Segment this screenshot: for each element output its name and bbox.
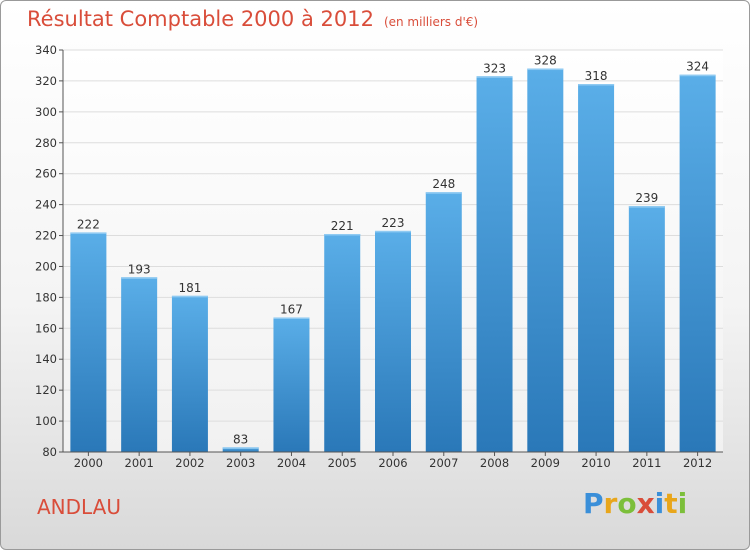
bar-2009 (527, 68, 564, 453)
y-tick-label: 140 (35, 352, 57, 366)
y-tick-label: 340 (35, 43, 57, 57)
bar-2003 (222, 447, 259, 452)
title-unit: (en milliers d'€) (383, 15, 479, 29)
x-tick-label: 2004 (277, 456, 306, 470)
logo-letter: i (677, 487, 688, 520)
x-tick-label: 2002 (175, 456, 204, 470)
logo-letter: i (654, 487, 665, 520)
data-label: 181 (178, 281, 201, 295)
bar-2008 (476, 76, 513, 453)
data-label: 239 (635, 191, 658, 205)
y-tick-label: 320 (35, 74, 57, 88)
data-label: 193 (128, 262, 151, 276)
data-label: 222 (77, 217, 100, 231)
bar-highlight (273, 317, 310, 319)
logo-letter: o (617, 487, 637, 520)
x-tick-label: 2008 (480, 456, 509, 470)
chart-title: Résultat Comptable 2000 à 2012 (en millie… (27, 7, 478, 31)
data-label: 318 (585, 69, 608, 83)
x-tick-label: 2003 (226, 456, 255, 470)
bar-highlight (679, 74, 716, 77)
y-tick-label: 220 (35, 229, 57, 243)
bar-highlight (121, 277, 158, 279)
proxiti-logo: Proxiti (583, 487, 687, 520)
x-tick-label: 2012 (683, 456, 712, 470)
y-tick-label: 160 (35, 321, 57, 335)
data-label: 323 (483, 61, 506, 75)
bar-2002 (171, 295, 208, 452)
bar-2011 (628, 206, 665, 452)
bar-2005 (324, 233, 361, 452)
bar-highlight (628, 206, 665, 208)
x-tick-label: 2001 (125, 456, 154, 470)
bar-2012 (679, 74, 716, 452)
bar-2010 (578, 84, 615, 452)
bar-highlight (70, 232, 107, 234)
x-tick-label: 2009 (531, 456, 560, 470)
data-label: 83 (233, 432, 248, 446)
x-tick-label: 2000 (74, 456, 103, 470)
y-tick-label: 300 (35, 105, 57, 119)
logo-letter: x (636, 487, 655, 520)
bar-highlight (375, 230, 411, 233)
bar-2000 (70, 232, 107, 452)
bar-highlight (527, 68, 564, 71)
y-tick-label: 200 (35, 259, 57, 273)
y-tick-label: 280 (35, 136, 57, 150)
bar-highlight (324, 233, 361, 236)
y-tick-label: 260 (35, 167, 57, 181)
data-label: 248 (432, 177, 455, 191)
logo-letter: t (664, 487, 678, 520)
commune-name: ANDLAU (37, 495, 121, 519)
x-tick-label: 2011 (632, 456, 661, 470)
logo-letter: P (583, 487, 604, 520)
y-tick-label: 100 (35, 414, 57, 428)
x-tick-label: 2006 (378, 456, 407, 470)
bar-2007 (425, 192, 462, 452)
x-tick-label: 2010 (581, 456, 610, 470)
bar-highlight (578, 84, 615, 86)
x-tick-label: 2005 (328, 456, 357, 470)
bar-2006 (375, 230, 411, 452)
bar-2001 (121, 277, 158, 452)
data-label: 328 (534, 54, 557, 68)
y-tick-label: 80 (42, 445, 57, 459)
bar-2004 (273, 317, 310, 452)
data-label: 223 (382, 216, 405, 230)
bar-highlight (171, 295, 208, 298)
data-label: 324 (686, 60, 709, 74)
data-label: 167 (280, 302, 303, 316)
y-tick-label: 180 (35, 290, 57, 304)
logo-letter: r (603, 487, 618, 520)
bar-highlight (222, 447, 259, 449)
x-tick-label: 2007 (429, 456, 458, 470)
data-label: 221 (331, 219, 354, 233)
bar-highlight (476, 76, 513, 78)
y-tick-label: 120 (35, 383, 57, 397)
title-text: Résultat Comptable 2000 à 2012 (27, 7, 374, 31)
y-tick-label: 240 (35, 198, 57, 212)
bar-highlight (425, 192, 462, 194)
